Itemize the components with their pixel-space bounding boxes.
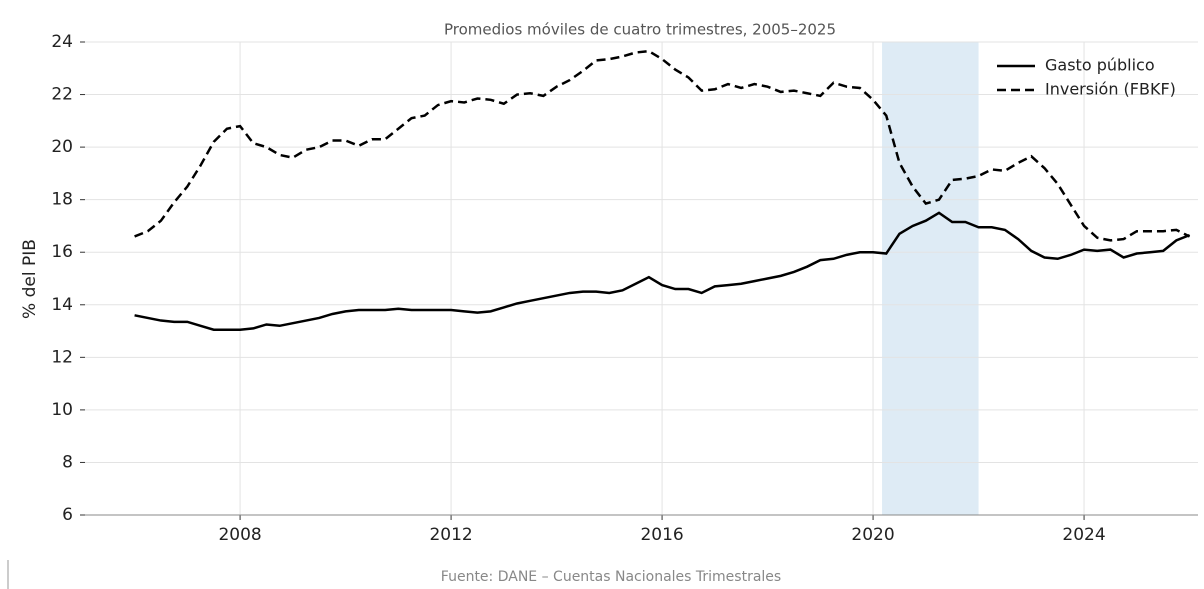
series-line [134, 211, 1191, 331]
x-tick-label: 2012 [429, 525, 472, 545]
x-tick-label: 2016 [640, 525, 683, 545]
x-tick-label: 2024 [1062, 525, 1105, 545]
y-tick-label: 12 [51, 347, 73, 367]
y-tick-label: 22 [51, 85, 73, 105]
x-tick-label: 2020 [851, 525, 894, 545]
y-axis-label: % del PIB [20, 239, 40, 319]
y-tick-label: 24 [51, 32, 73, 52]
legend-label: Gasto público [1045, 56, 1155, 75]
y-tick-label: 14 [51, 295, 73, 315]
y-tick-label: 18 [51, 190, 73, 210]
series-line [134, 49, 1191, 242]
y-tick-label: 10 [51, 400, 73, 420]
legend-label: Inversión (FBKF) [1045, 80, 1176, 99]
y-tick-label: 16 [51, 242, 73, 262]
y-tick-label: 20 [51, 137, 73, 157]
y-tick-label: 8 [62, 452, 73, 472]
source-note: Fuente: DANE – Cuentas Nacionales Trimes… [441, 569, 781, 585]
highlight-band [882, 42, 979, 515]
y-tick-label: 6 [62, 505, 73, 525]
x-tick-label: 2008 [218, 525, 261, 545]
chart-title: Promedios móviles de cuatro trimestres, … [444, 21, 836, 39]
